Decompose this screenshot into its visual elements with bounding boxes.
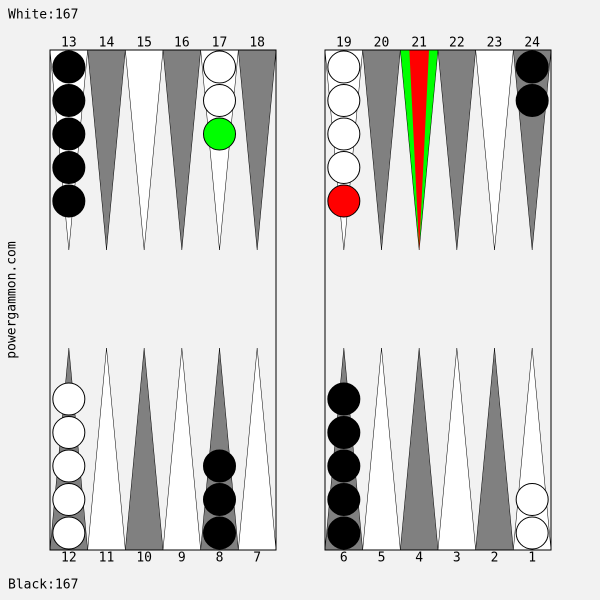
point-number: 21	[411, 36, 427, 51]
checker	[52, 151, 86, 184]
checker	[52, 84, 86, 117]
point-number: 2	[491, 551, 499, 566]
checker	[515, 84, 549, 117]
checker	[52, 516, 86, 550]
point-number: 3	[453, 551, 461, 566]
point-number: 14	[99, 36, 115, 51]
checker	[327, 416, 361, 449]
checker	[52, 50, 86, 84]
checker	[203, 516, 236, 550]
checker	[203, 50, 236, 84]
point-number: 5	[378, 551, 386, 566]
checker	[327, 184, 361, 218]
checker	[203, 449, 236, 483]
point-number: 10	[136, 551, 152, 566]
checker	[327, 516, 361, 550]
checker	[327, 84, 361, 117]
point-number: 1	[528, 551, 536, 566]
checker	[52, 117, 86, 151]
point-number: 12	[61, 551, 77, 566]
left-board	[49, 49, 277, 551]
right-board	[324, 49, 552, 551]
checker	[327, 449, 361, 483]
black-score: Black:167	[8, 578, 78, 593]
checker	[52, 184, 86, 218]
point-number: 17	[212, 36, 228, 51]
point-number: 13	[61, 36, 77, 51]
point-number: 7	[253, 551, 261, 566]
point-number: 15	[136, 36, 152, 51]
checker	[515, 483, 549, 516]
point-number: 23	[487, 36, 503, 51]
point-number: 24	[524, 36, 540, 51]
point-highlight-inner	[409, 50, 429, 250]
checker	[203, 117, 236, 151]
checker	[515, 50, 549, 84]
checker	[327, 151, 361, 184]
checker	[203, 483, 236, 516]
point-number: 22	[449, 36, 465, 51]
checker	[52, 483, 86, 516]
point-number: 6	[340, 551, 348, 566]
checker	[203, 84, 236, 117]
point-number: 19	[336, 36, 352, 51]
checker	[515, 516, 549, 550]
site-label: powergammon.com	[5, 241, 20, 359]
point-number: 20	[374, 36, 390, 51]
point-number: 9	[178, 551, 186, 566]
checker	[327, 382, 361, 416]
point-number: 16	[174, 36, 190, 51]
point-number: 4	[415, 551, 423, 566]
checker	[52, 449, 86, 483]
point-number: 8	[216, 551, 224, 566]
checker	[52, 382, 86, 416]
checker	[327, 483, 361, 516]
checker	[52, 416, 86, 449]
checker	[327, 117, 361, 151]
checker	[327, 50, 361, 84]
white-score: White:167	[8, 8, 78, 23]
point-number: 18	[249, 36, 265, 51]
point-number: 11	[99, 551, 115, 566]
checkers	[52, 50, 549, 550]
